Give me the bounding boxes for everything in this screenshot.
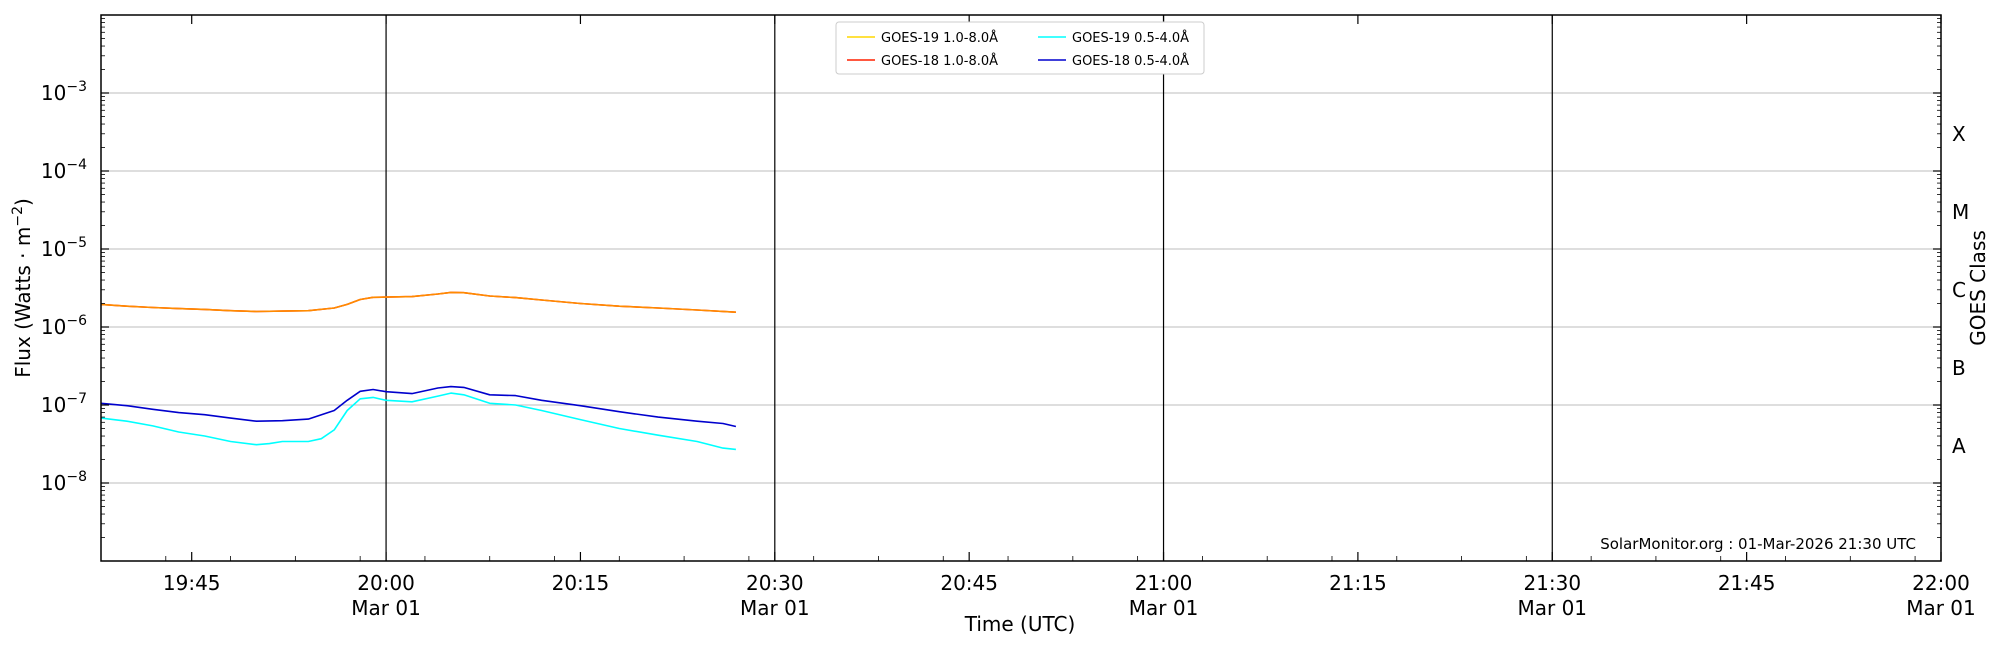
y-axis-title: Flux (Watts · m−2) — [10, 198, 35, 378]
x-tick-label: 20:00 — [357, 571, 415, 595]
series-line-3 — [100, 392, 736, 451]
right-axis-title: GOES Class — [1966, 230, 1990, 346]
goes-class-a: A — [1952, 434, 1966, 458]
watermark-text: SolarMonitor.org : 01-Mar-2026 21:30 UTC — [1600, 535, 1916, 553]
y-tick-label: 10−8 — [41, 469, 87, 495]
x-tick-label: 21:00 — [1135, 571, 1193, 595]
legend: GOES-19 1.0-8.0Å GOES-18 1.0-8.0Å GOES-19 … — [835, 21, 1205, 75]
goes-class-m: M — [1952, 200, 1969, 224]
legend-label: GOES-19 0.5-4.0Å — [1072, 30, 1189, 46]
y-tick-label: 10−4 — [41, 157, 87, 183]
x-tick-date-label: Mar 01 — [1517, 596, 1587, 620]
series-line-4 — [100, 385, 737, 428]
series-line-2 — [100, 291, 736, 313]
vertical-time-markers — [385, 15, 1553, 561]
y-axis-ticks: 10−8 10−7 10−6 10−5 10−4 10−3 — [41, 18, 1941, 538]
x-tick-label: 19:45 — [163, 571, 221, 595]
x-tick-date-label: Mar 01 — [1906, 596, 1976, 620]
plot-background — [101, 15, 1941, 561]
y-tick-label: 10−5 — [41, 235, 87, 261]
x-tick-label: 21:30 — [1523, 571, 1581, 595]
legend-box — [835, 21, 1205, 75]
data-series — [100, 291, 737, 451]
x-tick-label: 20:15 — [552, 571, 610, 595]
x-tick-date-label: Mar 01 — [351, 596, 421, 620]
legend-label: GOES-19 1.0-8.0Å — [881, 30, 998, 46]
y-tick-label: 10−3 — [41, 79, 87, 105]
goes-class-c: C — [1952, 278, 1966, 302]
x-tick-label: 22:00 — [1912, 571, 1970, 595]
x-tick-label: 20:45 — [940, 571, 998, 595]
y-tick-label: 10−6 — [41, 313, 87, 339]
goes-class-labels: A B C M X — [1952, 122, 1969, 458]
legend-label: GOES-18 1.0-8.0Å — [881, 53, 998, 69]
plot-frame — [100, 14, 1942, 562]
x-tick-date-label: Mar 01 — [1129, 596, 1199, 620]
x-tick-label: 21:45 — [1718, 571, 1776, 595]
x-tick-label: 21:15 — [1329, 571, 1387, 595]
y-tick-label: 10−7 — [41, 391, 87, 417]
x-axis-title: Time (UTC) — [964, 612, 1076, 636]
goes-class-b: B — [1952, 356, 1966, 380]
grid-lines — [101, 92, 1941, 484]
goes-class-x: X — [1952, 122, 1966, 146]
x-tick-date-label: Mar 01 — [740, 596, 810, 620]
legend-label: GOES-18 0.5-4.0Å — [1072, 53, 1189, 69]
x-tick-label: 20:30 — [746, 571, 804, 595]
